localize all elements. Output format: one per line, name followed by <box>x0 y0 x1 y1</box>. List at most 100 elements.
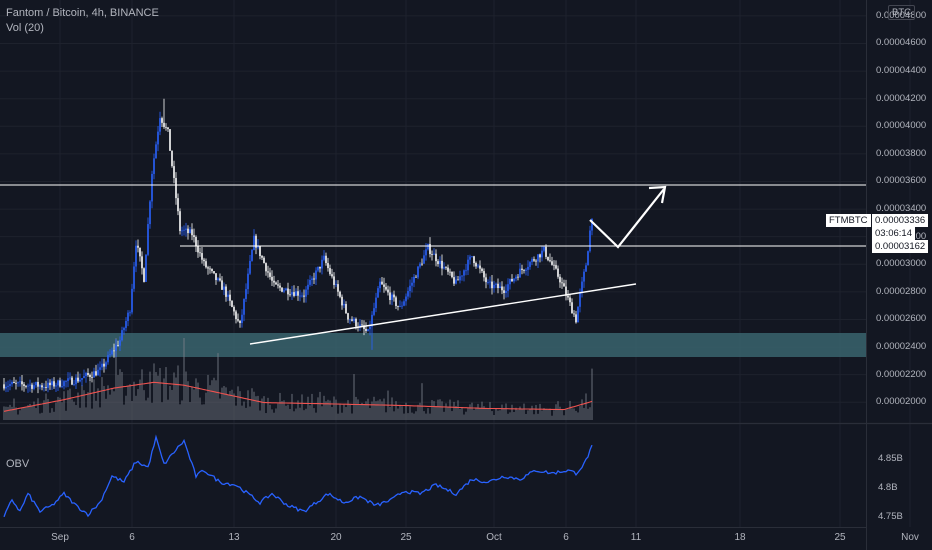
volume-bar <box>427 408 429 420</box>
candle-body <box>87 373 89 375</box>
candle-body <box>107 355 109 363</box>
candle-body <box>489 281 491 283</box>
candle-body <box>515 276 517 279</box>
candle-body <box>491 281 493 289</box>
volume-bar <box>69 388 71 420</box>
volume-bar <box>177 365 179 420</box>
ascending-trendline <box>249 283 637 345</box>
currency-badge[interactable]: BTC <box>888 5 915 20</box>
volume-bar <box>57 396 59 420</box>
candle-body <box>403 301 405 306</box>
volume-bar <box>67 390 69 420</box>
volume-bar <box>451 411 453 420</box>
candle-body <box>565 286 567 296</box>
candle-body <box>395 297 397 306</box>
candle-body <box>59 380 61 387</box>
candle-body <box>193 235 195 238</box>
candle-body <box>411 282 413 286</box>
price-tick-label: 0.00004600 <box>876 37 927 49</box>
volume-bar <box>191 386 193 420</box>
candle-body <box>109 354 111 356</box>
candle-body <box>503 290 505 293</box>
candle-body <box>25 386 27 387</box>
volume-bar <box>493 414 495 420</box>
candle-body <box>187 228 189 234</box>
volume-bar <box>347 400 349 420</box>
candle-body <box>219 278 221 281</box>
volume-bar <box>561 409 563 420</box>
candle-body <box>427 243 429 250</box>
candle-body <box>77 377 79 382</box>
volume-bar <box>93 379 95 420</box>
candle-body <box>385 286 387 290</box>
candle-body <box>363 325 365 329</box>
volume-bar <box>521 408 523 420</box>
volume-bar <box>363 403 365 420</box>
candle-body <box>585 265 587 272</box>
candle-body <box>421 263 423 265</box>
volume-bar <box>555 404 557 420</box>
time-tick-label: 20 <box>330 532 342 543</box>
volume-bar <box>283 400 285 420</box>
candle-body <box>251 250 253 261</box>
candle-body <box>15 382 17 384</box>
volume-bar <box>273 412 275 420</box>
candle-body <box>495 283 497 285</box>
candle-body <box>277 284 279 286</box>
volume-bar <box>11 406 13 420</box>
candle-body <box>141 256 143 269</box>
volume-bar <box>181 400 183 420</box>
volume-bar <box>299 407 301 420</box>
level-price-tag: 0.00003162 <box>872 240 929 253</box>
volume-bar <box>439 399 441 420</box>
candle-body <box>27 385 29 387</box>
volume-bar <box>259 410 261 420</box>
volume-bar <box>129 384 131 420</box>
volume-bar <box>53 411 55 420</box>
candle-body <box>347 313 349 320</box>
volume-bar <box>415 411 417 420</box>
candle-body <box>455 279 457 284</box>
candle-body <box>143 268 145 282</box>
volume-bar <box>247 390 249 420</box>
candle-body <box>291 292 293 295</box>
candle-body <box>479 265 481 269</box>
symbol-tag: FTMBTC <box>826 214 871 227</box>
candle-body <box>95 371 97 376</box>
price-tick-label: 0.00004000 <box>876 120 927 132</box>
price-tick-label: 0.00004400 <box>876 65 927 77</box>
volume-bar <box>275 408 277 420</box>
volume-bar <box>405 402 407 420</box>
obv-line <box>3 434 593 518</box>
candle-body <box>587 251 589 266</box>
volume-bar <box>115 338 117 420</box>
candle-body <box>445 267 447 269</box>
candle-body <box>131 288 133 313</box>
candle-body <box>519 268 521 278</box>
candle-body <box>337 284 339 292</box>
volume-bar <box>473 409 475 420</box>
volume-bar <box>29 403 31 420</box>
volume-bar <box>41 412 43 420</box>
volume-bar <box>423 411 425 420</box>
candle-body <box>351 319 353 321</box>
volume-bar <box>371 401 373 420</box>
candle-body <box>369 326 371 330</box>
candle-body <box>509 278 511 285</box>
candle-body <box>121 330 123 341</box>
volume-bar <box>33 401 35 420</box>
candle-body <box>371 314 373 327</box>
candle-body <box>439 260 441 264</box>
volume-bar <box>511 404 513 420</box>
candle-body <box>307 284 309 290</box>
candle-body <box>579 292 581 307</box>
volume-bar <box>19 410 21 420</box>
volume-bar <box>587 408 589 420</box>
volume-bar <box>3 406 5 420</box>
volume-bar <box>325 401 327 420</box>
volume-bar <box>95 400 97 420</box>
volume-bar <box>563 415 565 420</box>
candle-body <box>553 264 555 266</box>
volume-bar <box>143 390 145 420</box>
